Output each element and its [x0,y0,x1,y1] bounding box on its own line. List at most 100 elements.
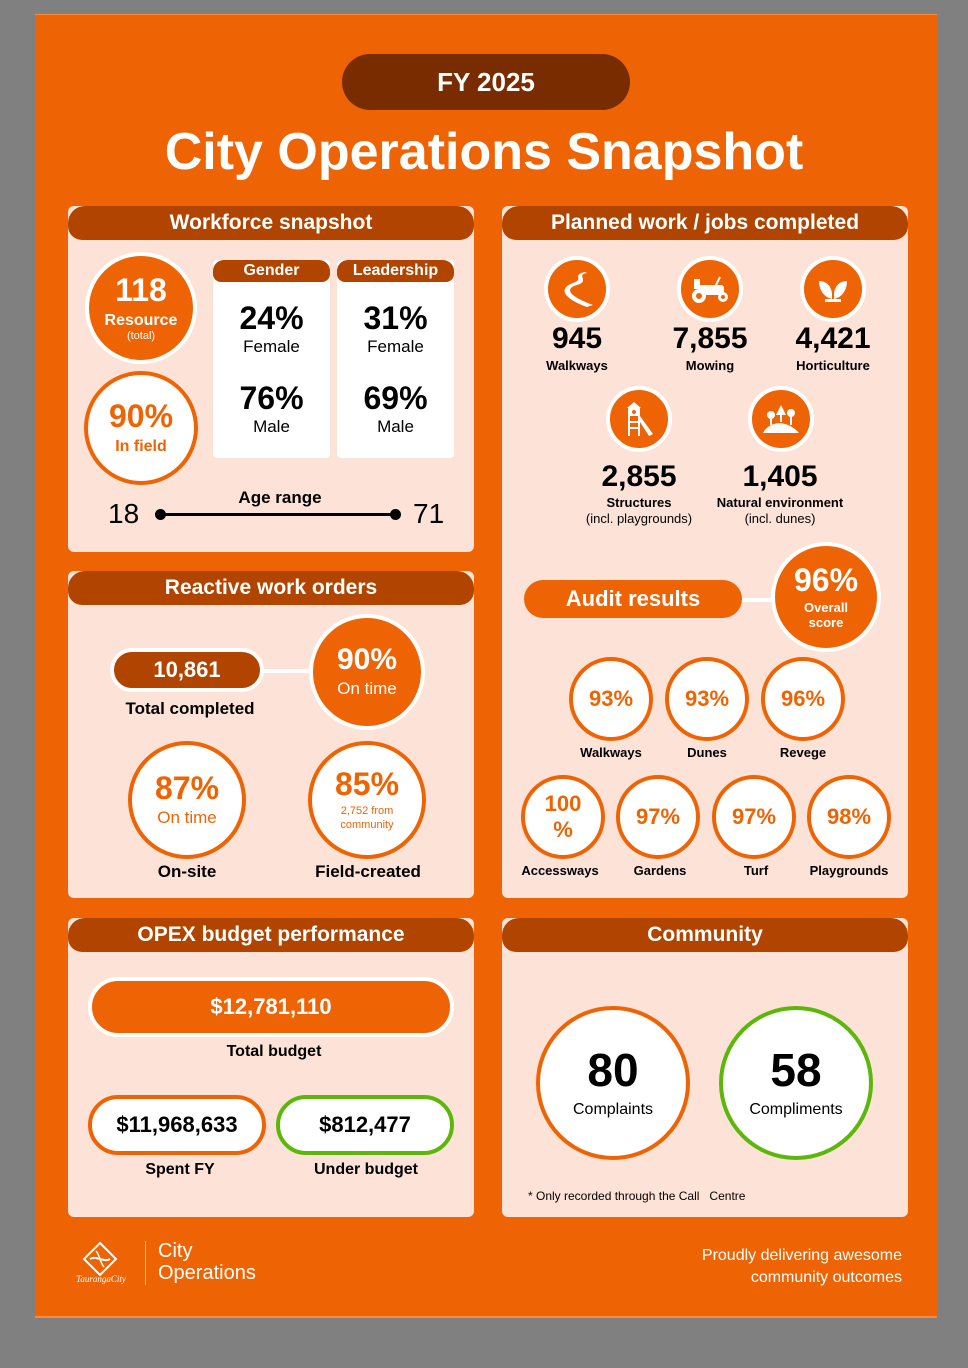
age-min: 18 [108,498,140,529]
on-site-circle: 87% On time [128,741,246,859]
footer-tagline: Proudly delivering awesome community out… [640,1245,902,1290]
reactive-title: Reactive work orders [68,571,474,605]
leadership-female-value: 31% [363,300,428,336]
audit-circle-walkways: 93% [569,657,653,741]
field-created-circle: 85% 2,752 from community [308,741,426,859]
audit-overall-circle: 96% Overall score [771,542,881,652]
audit-overall-sublabel: score [808,615,844,630]
gender-card: Gender 24% Female 76% Male [213,260,330,458]
fy-badge: FY 2025 [342,54,630,110]
leadership-card: Leadership 31% Female 69% Male [337,260,454,458]
audit-value-turf: 97% [731,804,777,829]
audit-label-walkways: Walkways [580,745,642,760]
audit-connector [740,598,780,602]
planned-label-natural-environment: Natural environment [716,495,844,510]
resource-value: 118 [115,272,167,308]
gender-male-value: 76% [239,380,304,416]
age-min-dot [155,509,166,520]
on-site-label: On-site [157,862,217,881]
audit-label-dunes: Dunes [687,745,727,760]
audit-title: Audit results [524,580,742,618]
footer-brand-line1: City [158,1240,193,1262]
complaints-value: 80 [587,1044,639,1096]
total-budget-label: Total budget [226,1043,322,1060]
in-field-circle: 90% In field [84,371,198,485]
in-field-value: 90% [108,398,174,434]
leadership-male-label: Male [377,417,414,436]
resource-label: Resource [104,312,178,329]
compliments-circle: 58 Compliments [719,1006,873,1160]
leadership-male-value: 69% [363,380,428,416]
under-budget-pill: $812,477 [276,1095,454,1155]
audit-label-revege: Revege [779,745,827,760]
audit-value-dunes: 93% [684,686,730,711]
audit-label-playgrounds: Playgrounds [809,863,889,878]
complaints-label: Complaints [572,1101,654,1118]
total-budget-pill: $12,781,110 [88,977,454,1037]
compliments-value: 58 [770,1044,822,1096]
seedling-icon [800,256,866,322]
on-site-value: 87% [154,770,220,806]
audit-circle-accessways: 100 % [521,775,605,859]
audit-circle-dunes: 93% [665,657,749,741]
resource-total-circle: 118 Resource (total) [85,252,197,364]
audit-overall-label: Overall [803,600,849,615]
workforce-title: Workforce snapshot [68,206,474,240]
planned-label-horticulture: Horticulture [796,358,870,373]
field-created-label: Field-created [315,862,421,881]
planned-work-title: Planned work / jobs completed [502,206,908,240]
age-range-line [160,513,396,516]
planned-value-horticulture: 4,421 [795,322,871,355]
spent-fy-pill: $11,968,633 [88,1095,266,1155]
footer-brand-line2: Operations [158,1262,256,1284]
audit-circle-playgrounds: 98% [807,775,891,859]
on-time-label: On time [337,679,397,698]
tauranga-logo-text: TaurangaCity [76,1274,126,1284]
planned-label-walkways: Walkways [546,358,608,373]
on-time-circle: 90% On time [309,614,425,730]
planned-sublabel-structures: (incl. playgrounds) [585,511,693,526]
gender-male-label: Male [253,417,290,436]
hill-trees-icon [748,386,814,452]
field-created-value: 85% [334,765,400,802]
audit-circle-turf: 97% [712,775,796,859]
leadership-female-label: Female [367,337,424,356]
audit-label-turf: Turf [743,863,769,878]
planned-value-walkways: 945 [551,322,603,355]
page-title: City Operations Snapshot [164,123,804,181]
opex-panel: OPEX budget performance [68,918,474,1217]
planned-value-mowing: 7,855 [672,322,748,355]
complaints-circle: 80 Complaints [536,1006,690,1160]
audit-value-revege: 96% [780,686,826,711]
winding-path-icon [544,256,610,322]
age-range-label: Age range [238,488,322,507]
age-max: 71 [413,498,445,529]
community-title: Community [502,918,908,952]
footer-brand: City Operations [158,1240,256,1284]
audit-value-accessways: 100 % [544,790,582,842]
opex-title: OPEX budget performance [68,918,474,952]
ride-on-mower-icon [677,256,743,322]
age-max-dot [390,509,401,520]
audit-value-walkways: 93% [588,686,634,711]
planned-sublabel-natural-environment: (incl. dunes) [744,511,816,526]
gender-female-value: 24% [239,300,304,336]
leadership-title: Leadership [337,260,454,282]
gender-female-label: Female [243,337,300,356]
on-time-value: 90% [336,643,398,676]
on-site-sublabel: On time [157,808,217,827]
audit-circle-revege: 96% [761,657,845,741]
reactive-panel: Reactive work orders [68,571,474,898]
reactive-connector [260,669,320,673]
in-field-label: In field [115,438,167,455]
compliments-label: Compliments [749,1101,843,1118]
total-completed-pill: 10,861 [110,648,264,692]
audit-overall-value: 96% [793,562,859,598]
audit-circle-gardens: 97% [616,775,700,859]
planned-value-natural-environment: 1,405 [742,460,818,493]
audit-value-gardens: 97% [635,804,681,829]
playground-slide-icon [606,386,672,452]
gender-title: Gender [213,260,330,282]
audit-value-playgrounds: 98% [826,804,872,829]
under-budget-label: Under budget [314,1161,418,1178]
